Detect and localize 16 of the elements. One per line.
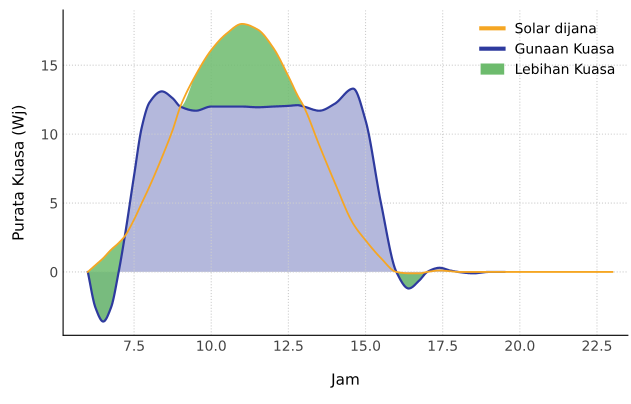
legend-label: Solar dijana: [516, 22, 596, 36]
y-axis-title: Purata Kuasa (Wj): [12, 106, 27, 240]
x-tick-label: 12.5: [274, 340, 303, 351]
x-tick-label: 22.5: [582, 340, 612, 351]
x-tick-label: 17.5: [428, 340, 457, 351]
y-tick-label: 10: [42, 129, 58, 140]
x-tick-label: 20.0: [505, 340, 534, 351]
x-axis-title: Jam: [330, 374, 359, 388]
legend-label: Lebihan Kuasa: [516, 63, 614, 74]
legend-label: Gunaan Kuasa: [515, 43, 614, 54]
x-tick-label: 10.0: [197, 340, 226, 351]
x-tick-label: 7.5: [124, 340, 144, 351]
y-tick-label: 5: [50, 198, 58, 208]
y-tick-label: 0: [50, 266, 58, 278]
x-tick-label: 15.0: [352, 340, 380, 351]
y-tick-label: 15: [42, 60, 58, 71]
